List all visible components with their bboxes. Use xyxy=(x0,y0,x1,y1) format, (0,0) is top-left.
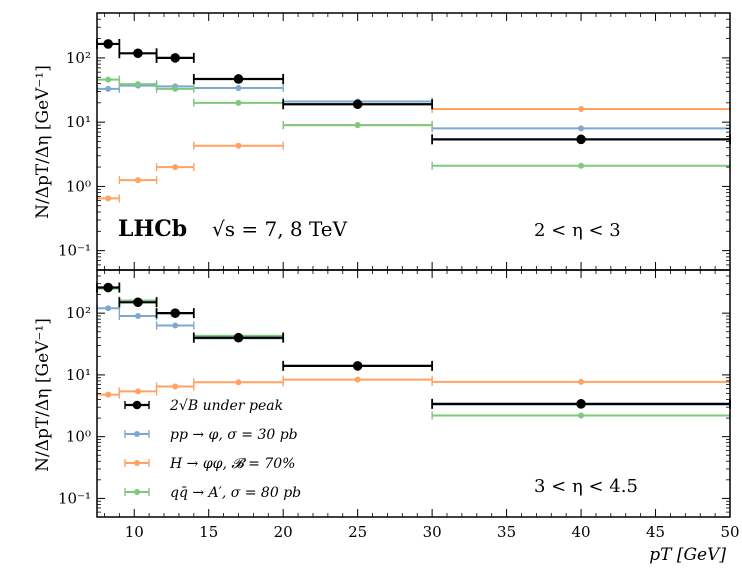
qq_A-point xyxy=(134,81,141,88)
H_phiphi-point xyxy=(578,378,585,385)
qq_A-point xyxy=(235,99,242,106)
background-point xyxy=(352,361,363,371)
background-point xyxy=(352,99,363,110)
bottom-marks xyxy=(96,282,731,420)
experiment-label: LHCb xyxy=(118,216,187,242)
panel-top: 10⁻¹ 10⁰ 10¹ 10² LHCb √s = 7, 8 TeV 2 < η <… xyxy=(58,12,731,271)
qq_A-point xyxy=(172,85,179,92)
y-tick-label: 10¹ xyxy=(66,366,91,384)
legend: 2√B under peak pp → φ, σ = 30 pb H → φφ, 𝓑… xyxy=(124,398,301,501)
legend-marker-point xyxy=(134,460,140,466)
x-tick-label: 35 xyxy=(497,523,516,541)
top-eta-range-label: 2 < η < 3 xyxy=(534,220,621,241)
top-y-axis-label: N/ΔpT/Δη [GeV⁻¹] xyxy=(33,65,53,219)
legend-label: qq̄ → A′, σ = 80 pb xyxy=(170,485,301,501)
background-point xyxy=(576,134,586,145)
y-tick-label: 10² xyxy=(66,304,91,322)
background-point xyxy=(170,308,180,318)
bottom-y-ticks: 10⁻¹ 10⁰ 10¹ 10² xyxy=(58,269,730,518)
top-marks xyxy=(96,38,731,203)
y-tick-label: 10⁻¹ xyxy=(58,489,91,507)
y-tick-label: 10¹ xyxy=(66,113,91,131)
pp_phi-point xyxy=(578,125,585,132)
H_phiphi-point xyxy=(172,164,179,171)
energy-label: √s = 7, 8 TeV xyxy=(212,217,348,241)
y-tick-label: 10⁻¹ xyxy=(58,242,91,260)
pp_phi-point xyxy=(105,305,112,312)
bottom-x-ticks: 10 15 20 25 30 35 40 45 50 xyxy=(104,270,740,541)
legend-label: H → φφ, 𝓑 = 70% xyxy=(169,456,295,472)
background-point xyxy=(133,297,143,308)
pp_phi-point xyxy=(105,85,112,92)
panel-bottom: 10⁻¹ 10⁰ 10¹ 10² 10 15 20 25 30 35 40 45 50 3 < η <… xyxy=(58,269,740,541)
legend-marker-point xyxy=(134,489,140,495)
bottom-eta-range-label: 3 < η < 4.5 xyxy=(534,476,638,497)
x-tick-label: 15 xyxy=(199,523,218,541)
background-point xyxy=(170,53,180,63)
top-x-ticks xyxy=(104,13,731,270)
H_phiphi-point xyxy=(354,376,361,383)
x-tick-label: 50 xyxy=(720,523,739,541)
H_phiphi-point xyxy=(172,383,179,390)
background-point xyxy=(103,282,113,293)
y-tick-label: 10⁰ xyxy=(66,177,91,195)
x-axis-label: pT [GeV] xyxy=(649,545,726,565)
H_phiphi-point xyxy=(578,106,585,113)
x-tick-label: 10 xyxy=(125,523,144,541)
background-point xyxy=(103,39,113,49)
qq_A-point xyxy=(105,76,112,83)
legend-label: 2√B under peak xyxy=(169,398,283,414)
H_phiphi-point xyxy=(134,177,141,184)
bottom-y-axis-label: N/ΔpT/Δη [GeV⁻¹] xyxy=(33,318,53,472)
background-point xyxy=(576,399,586,409)
legend-marker-point xyxy=(134,431,140,437)
x-tick-label: 20 xyxy=(274,523,293,541)
x-tick-label: 45 xyxy=(646,523,665,541)
background-point xyxy=(133,48,143,59)
background-point xyxy=(233,74,244,84)
y-tick-label: 10² xyxy=(66,49,91,67)
y-tick-label: 10⁰ xyxy=(66,428,91,446)
legend-label: pp → φ, σ = 30 pb xyxy=(170,427,298,443)
qq_A-point xyxy=(578,412,585,419)
x-tick-label: 30 xyxy=(423,523,442,541)
qq_A-point xyxy=(354,122,361,129)
legend-marker-point xyxy=(132,400,142,410)
H_phiphi-point xyxy=(134,388,141,395)
pp_phi-point xyxy=(134,312,141,319)
pp_phi-point xyxy=(235,85,242,92)
qq_A-point xyxy=(578,162,585,169)
H_phiphi-point xyxy=(235,379,242,386)
H_phiphi-point xyxy=(105,391,112,398)
top-plot-frame xyxy=(96,12,731,271)
H_phiphi-point xyxy=(235,142,242,149)
bottom-plot-frame xyxy=(96,269,731,518)
pp_phi-point xyxy=(172,322,179,329)
x-tick-label: 40 xyxy=(572,523,591,541)
x-tick-label: 25 xyxy=(348,523,367,541)
H_phiphi-point xyxy=(105,195,112,202)
background-point xyxy=(233,332,244,343)
